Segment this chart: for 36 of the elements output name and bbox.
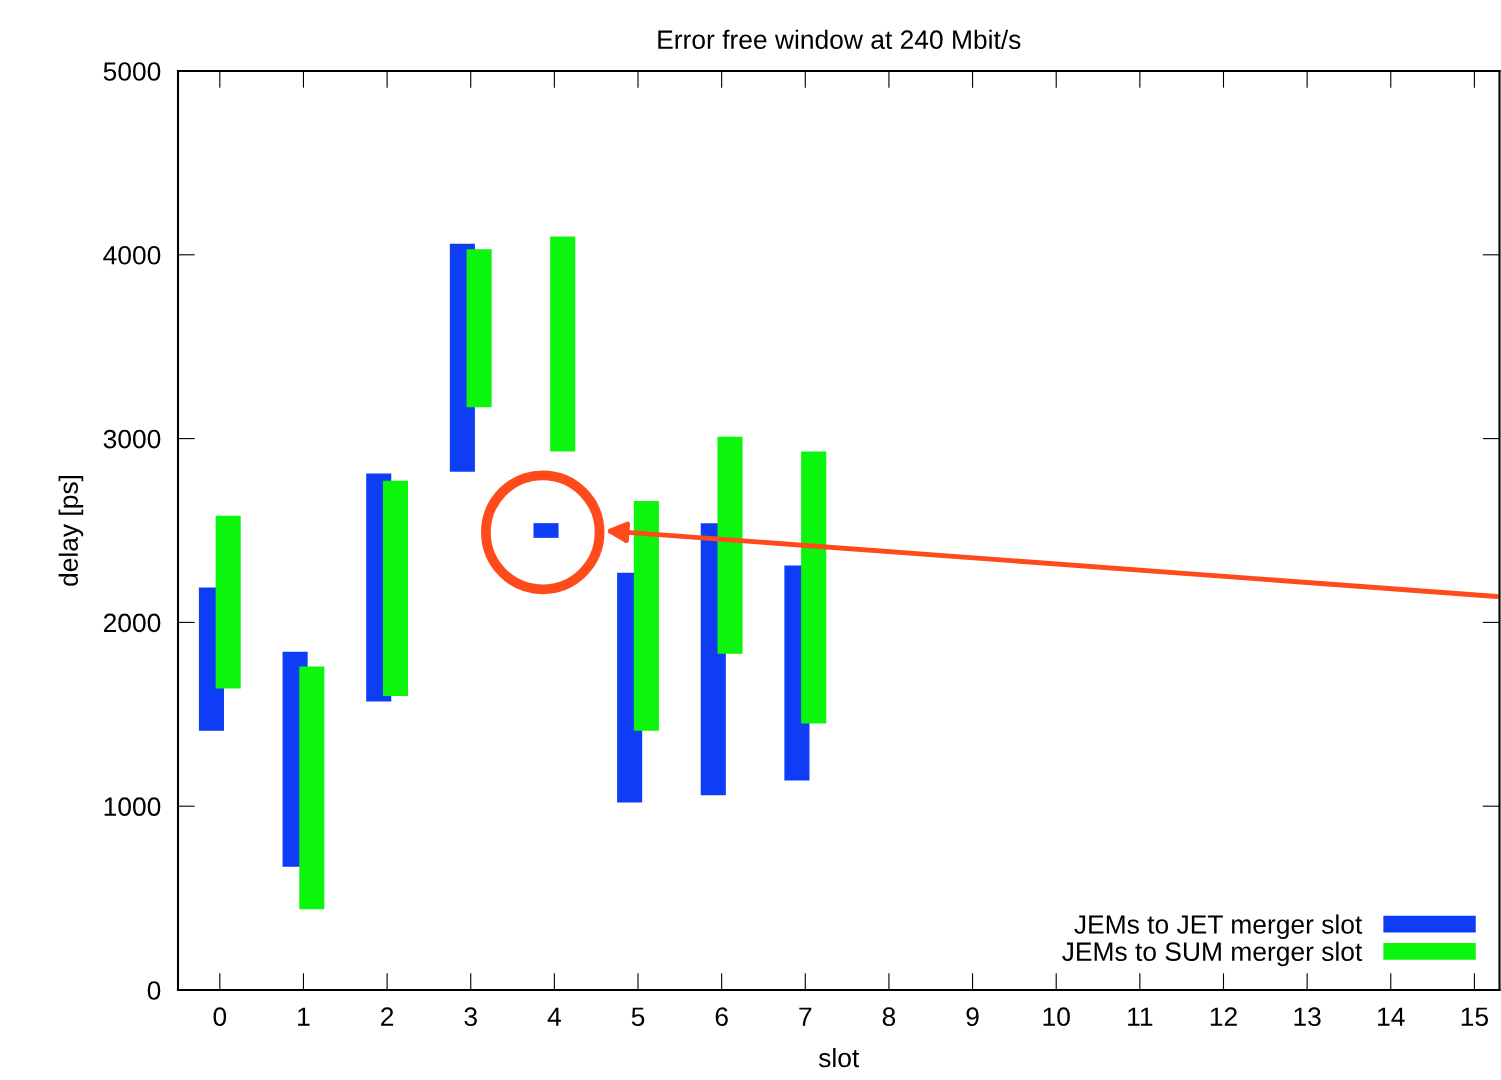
bar [550,236,576,452]
x-tick-label: 12 [1210,1007,1237,1026]
x-tick-label: 3 [464,1007,477,1027]
y-tick-label: 2000 [103,613,161,633]
y-tick-label: 0 [147,981,161,1000]
y-tick-label: 5000 [103,62,161,81]
bar [801,451,827,724]
bar [633,501,659,731]
x-tick-label: 14 [1378,1007,1405,1026]
x-axis-title: slot [818,1047,860,1068]
x-tick-label: 7 [799,1007,812,1026]
bar [717,436,743,654]
y-tick-label: 4000 [103,245,161,265]
bar [299,666,325,910]
x-tick-label: 11 [1128,1007,1153,1026]
x-tick-label: 1 [298,1007,310,1026]
x-tick-label: 10 [1043,1007,1070,1027]
bar [382,480,409,696]
x-tick-label: 5 [631,1007,645,1027]
bar [215,515,241,689]
x-tick-label: 4 [547,1007,561,1026]
y-tick-label: 3000 [103,429,161,449]
x-tick-label: 2 [381,1007,394,1026]
y-tick-label: 1000 [104,797,161,817]
bar [466,249,492,408]
x-tick-label: 0 [213,1007,227,1027]
bar [533,523,559,538]
legend-label: JEMs to SUM merger slot [1062,941,1363,967]
x-tick-label: 15 [1461,1007,1488,1027]
y-axis-title: delay [ps] [58,475,84,586]
x-tick-label: 9 [966,1007,979,1027]
chart-title: Error free window at 240 Mbit/s [658,29,1021,50]
x-tick-label: 6 [715,1007,728,1027]
legend-label: JEMs to JET merger slot [1074,914,1363,940]
x-tick-label: 13 [1294,1007,1321,1027]
x-tick-label: 8 [882,1007,896,1027]
